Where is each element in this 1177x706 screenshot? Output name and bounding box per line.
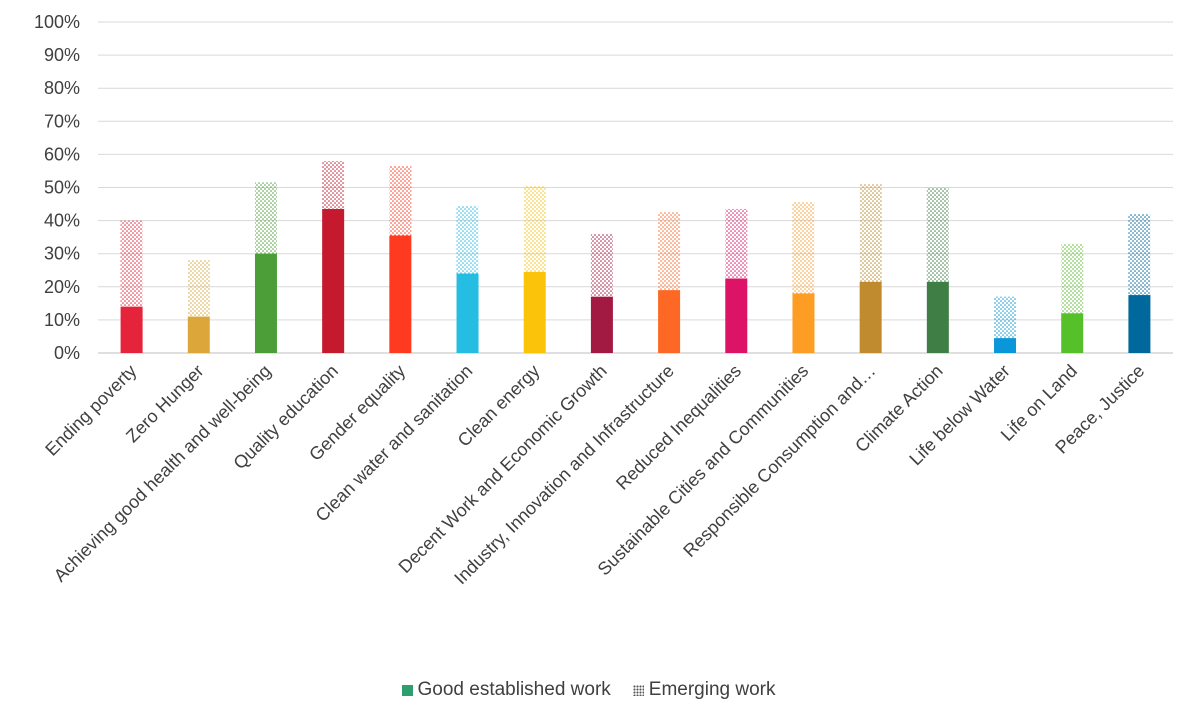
bar-good-established	[523, 271, 546, 353]
bar-emerging	[994, 296, 1017, 339]
y-axis-tick-labels: 0% 10% 20% 30% 40% 50% 60% 70% 80% 90% 100%	[34, 12, 80, 363]
y-tick-label: 0%	[54, 343, 80, 363]
bar-emerging	[859, 184, 882, 282]
bar-emerging	[1128, 213, 1151, 296]
bar-good-established	[859, 281, 882, 353]
bar-emerging	[120, 220, 143, 307]
bar-good-established	[792, 293, 815, 353]
y-tick-label: 70%	[44, 111, 80, 131]
legend-dotted-swatch-icon	[632, 684, 644, 696]
y-tick-label: 90%	[44, 45, 80, 65]
bar-good-established	[389, 235, 412, 353]
x-category-label: Ending poverty	[41, 361, 140, 460]
bar-emerging	[590, 233, 613, 297]
y-tick-label: 10%	[44, 310, 80, 330]
bar-emerging	[254, 182, 277, 254]
bar-emerging	[926, 187, 949, 282]
legend-item-good-established: Good established work	[401, 679, 611, 701]
legend-solid-swatch-icon	[401, 684, 413, 696]
y-tick-label: 40%	[44, 211, 80, 231]
legend-label-emerging: Emerging work	[648, 679, 776, 700]
bars	[120, 161, 1151, 353]
y-tick-label: 20%	[44, 277, 80, 297]
gridlines	[98, 21, 1173, 354]
y-tick-label: 30%	[44, 244, 80, 264]
bar-emerging	[523, 185, 546, 272]
legend-label-good-established: Good established work	[417, 679, 611, 700]
bar-good-established	[120, 306, 143, 353]
bar-good-established	[1128, 295, 1151, 353]
x-category-label: Reduced Inequalities	[612, 361, 745, 494]
bar-emerging	[389, 165, 412, 236]
legend-item-emerging: Emerging work	[632, 679, 776, 701]
bar-good-established	[254, 253, 277, 353]
bar-good-established	[926, 281, 949, 353]
bar-emerging	[187, 260, 210, 317]
bar-emerging	[456, 205, 479, 274]
legend: Good established work Emerging work	[0, 678, 1177, 702]
bar-good-established	[725, 278, 748, 353]
bar-good-established	[456, 273, 479, 353]
y-tick-label: 60%	[44, 144, 80, 164]
bar-emerging	[658, 212, 681, 291]
y-tick-label: 50%	[44, 178, 80, 198]
bar-good-established	[994, 338, 1017, 353]
bar-good-established	[322, 209, 345, 353]
bar-emerging	[792, 202, 815, 294]
bar-good-established	[658, 290, 681, 353]
bar-good-established	[1061, 313, 1084, 353]
bar-emerging	[725, 209, 748, 279]
y-tick-label: 100%	[34, 12, 80, 32]
bar-emerging	[1061, 243, 1084, 314]
bar-good-established	[187, 316, 210, 353]
bar-good-established	[590, 296, 613, 353]
y-tick-label: 80%	[44, 78, 80, 98]
bar-emerging	[322, 161, 345, 210]
